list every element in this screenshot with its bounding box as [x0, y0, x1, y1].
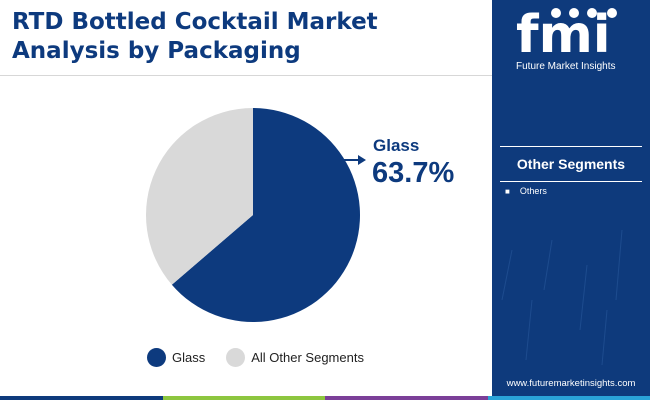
- callout-arrow: [343, 155, 366, 165]
- legend-label-glass: Glass: [172, 349, 206, 365]
- pie-chart: [145, 108, 366, 322]
- legend-label-other: All Other Segments: [251, 349, 364, 365]
- footer-bar-segment-2: [162, 396, 325, 400]
- callout-value: 63.7%: [372, 157, 455, 189]
- pie-slice-all-other-segments: [145, 108, 253, 285]
- pie-slices: [145, 108, 360, 322]
- other-segments-list: ■ Others: [505, 186, 547, 196]
- segment-item-label: Others: [519, 186, 547, 196]
- other-segments-heading: Other Segments: [500, 146, 642, 182]
- website-link[interactable]: www.futuremarketinsights.com: [506, 378, 636, 389]
- logo-caption: Future Market Insights: [516, 61, 616, 72]
- sidebar-texture: [501, 229, 623, 366]
- footer-color-bar: [0, 396, 650, 400]
- pie-slice-glass: [171, 108, 360, 322]
- chart-legend: Glass All Other Segments: [147, 345, 385, 369]
- footer-bar-segment-4: [487, 396, 650, 400]
- bullet-icon: ■: [505, 186, 510, 196]
- chart-title: RTD Bottled Cocktail Market Analysis by …: [12, 8, 482, 66]
- fmi-logo-mark: fmi: [516, 5, 617, 65]
- callout-label: Glass: [373, 136, 420, 155]
- fmi-logo: fmi Future Market Insights: [516, 5, 628, 78]
- legend-swatch-glass: [147, 347, 166, 367]
- title-divider: [0, 75, 492, 76]
- footer-bar-segment-1: [0, 396, 163, 400]
- segment-item: ■ Others: [505, 186, 547, 196]
- legend-item-glass: Glass: [147, 347, 206, 367]
- legend-item-other: All Other Segments: [226, 347, 364, 367]
- footer-bar-segment-3: [325, 396, 488, 400]
- legend-swatch-other: [226, 347, 246, 367]
- chart-title-line-2: Analysis by Packaging: [12, 38, 301, 64]
- sidebar-panel: fmi Future Market Insights Other Segment…: [492, 0, 650, 400]
- chart-title-line-1: RTD Bottled Cocktail Market: [12, 9, 378, 35]
